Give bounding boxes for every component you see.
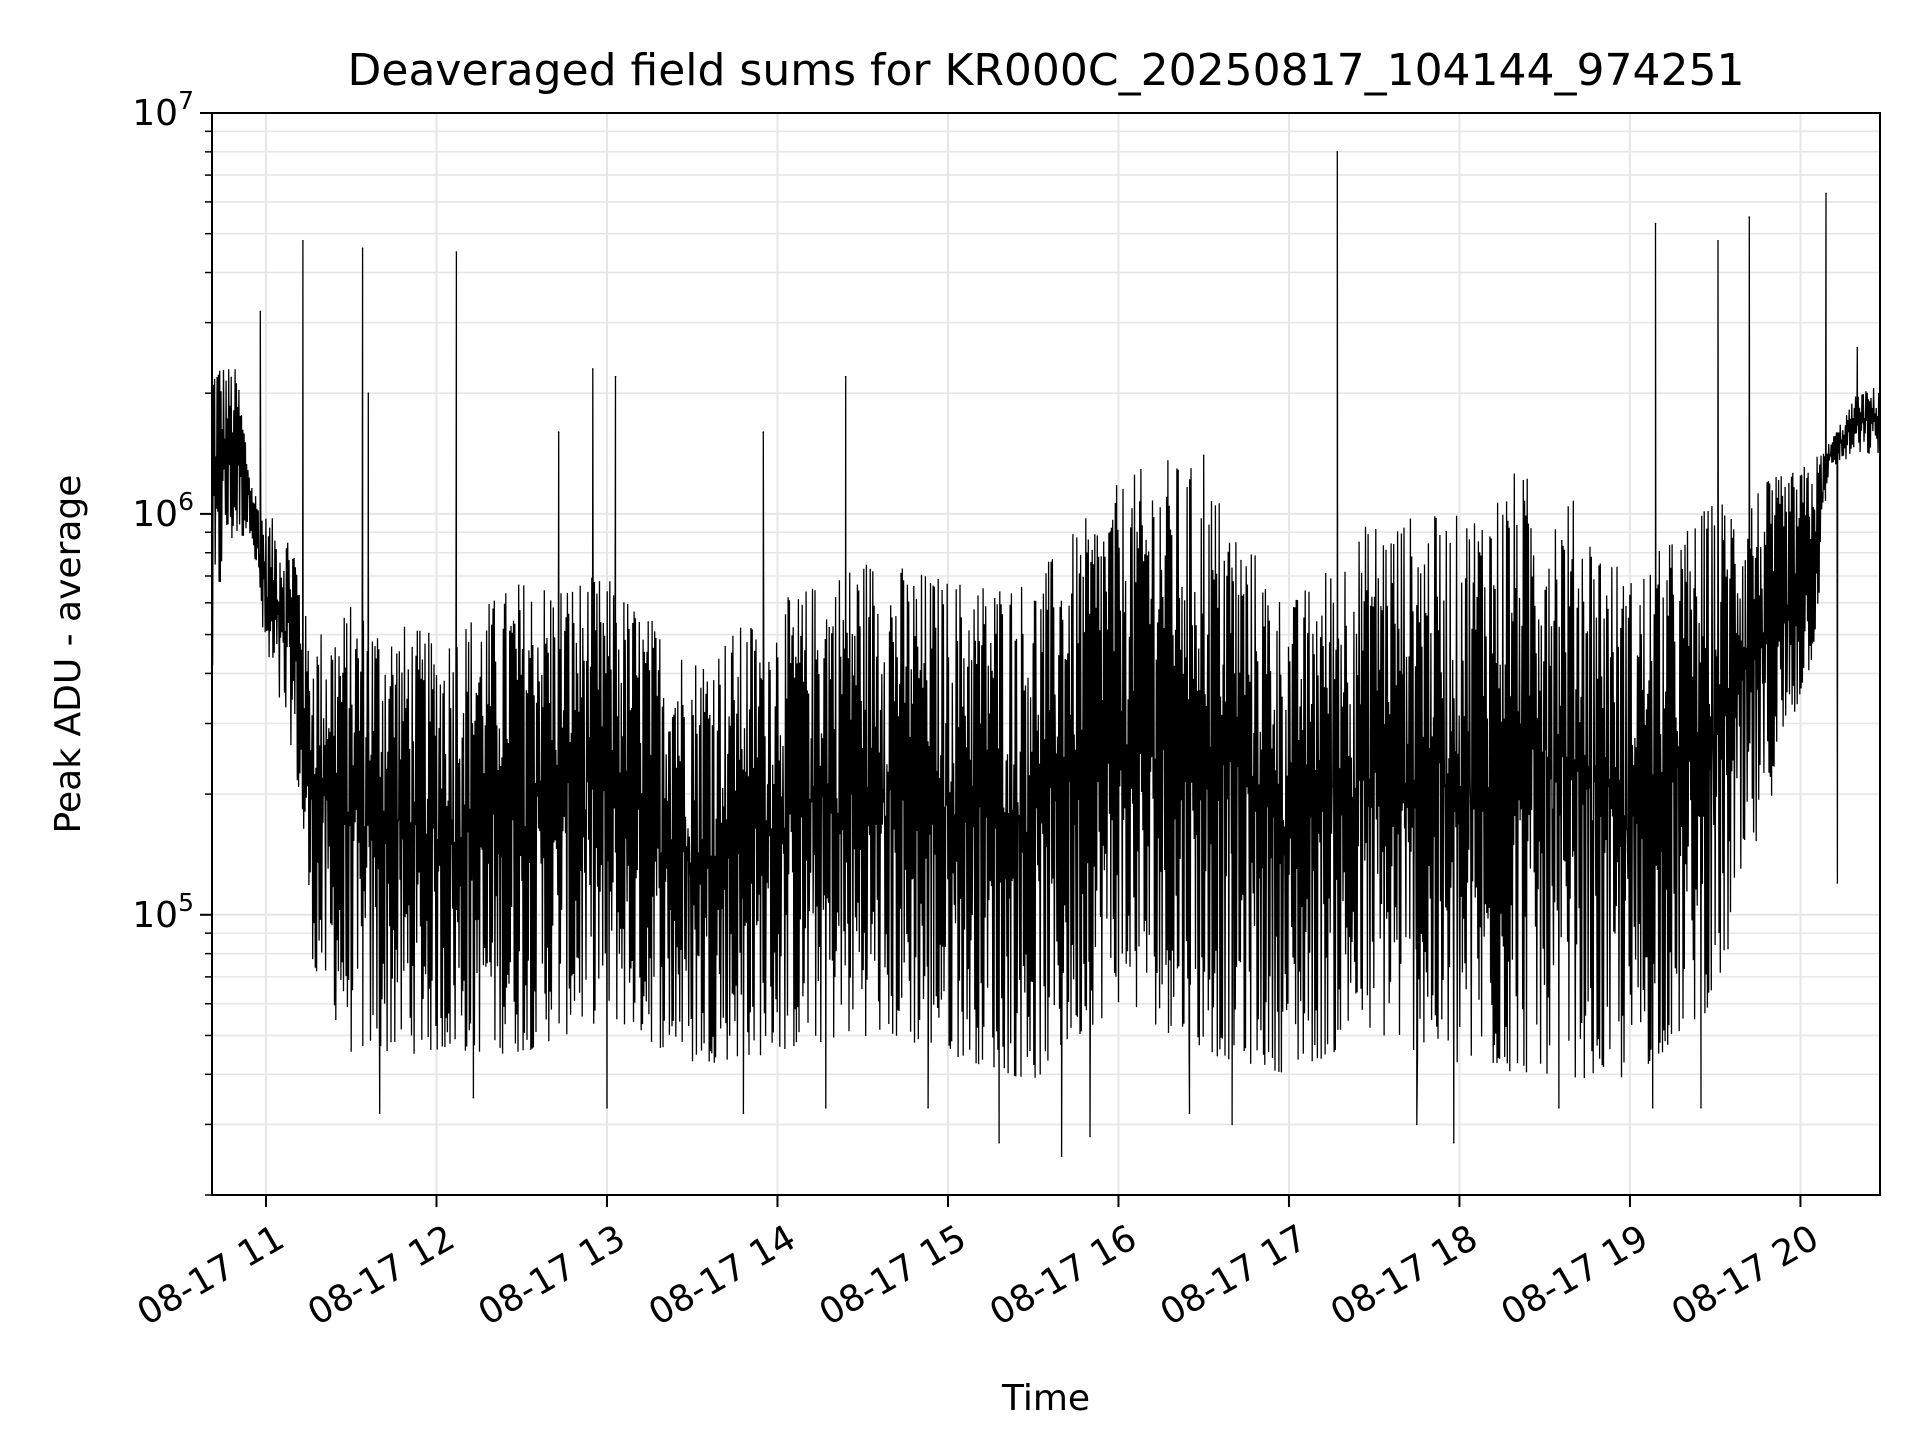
y-tick-label: 107	[132, 86, 194, 134]
spike-point	[1202, 454, 1205, 457]
dip-point	[1700, 1107, 1702, 1109]
dip-point	[378, 1112, 381, 1114]
dip-point	[1558, 1107, 1560, 1109]
y-tick-label: 106	[132, 487, 194, 535]
y-axis: 105 106 107	[132, 86, 212, 1196]
spike-point	[361, 247, 364, 249]
dip-point	[742, 1112, 745, 1114]
spike-point	[259, 310, 262, 313]
chart-title: Deaveraged field sums for KR000C_2025081…	[348, 45, 1745, 96]
dip-point	[1231, 1123, 1233, 1126]
spike-point	[1856, 346, 1859, 349]
spike-point	[614, 375, 617, 378]
dip-point	[1089, 1135, 1091, 1138]
dip-point	[1060, 1155, 1063, 1157]
y-axis-label: Peak ADU - average	[48, 475, 89, 834]
dip-point	[606, 1107, 608, 1109]
dip-point	[1452, 1141, 1455, 1144]
spike-point	[455, 251, 458, 253]
y-tick-label: 105	[132, 888, 194, 936]
spike-point	[367, 392, 370, 395]
spike-point	[302, 239, 304, 242]
spike-point	[557, 431, 560, 433]
dip-point	[1188, 1112, 1191, 1114]
spike-point	[1654, 222, 1657, 225]
spike-point	[844, 375, 847, 378]
spike-point	[1336, 151, 1339, 153]
dip-point	[998, 1141, 1000, 1144]
plot-frame	[211, 112, 1881, 1196]
spike-point	[1825, 192, 1827, 195]
data-series	[211, 151, 1881, 1157]
dip-point	[472, 1096, 475, 1099]
spike-point	[1717, 239, 1719, 242]
dip-point	[927, 1107, 929, 1109]
dip-point	[1416, 1123, 1418, 1126]
spike-point	[591, 368, 594, 370]
dip-point	[1836, 882, 1839, 884]
dip-point	[1651, 1107, 1654, 1109]
spike-point	[762, 431, 765, 433]
dip-point	[824, 1107, 827, 1109]
x-axis-label: Time	[1001, 1378, 1090, 1419]
series-line	[211, 151, 1881, 1157]
spike-point	[1748, 216, 1751, 218]
